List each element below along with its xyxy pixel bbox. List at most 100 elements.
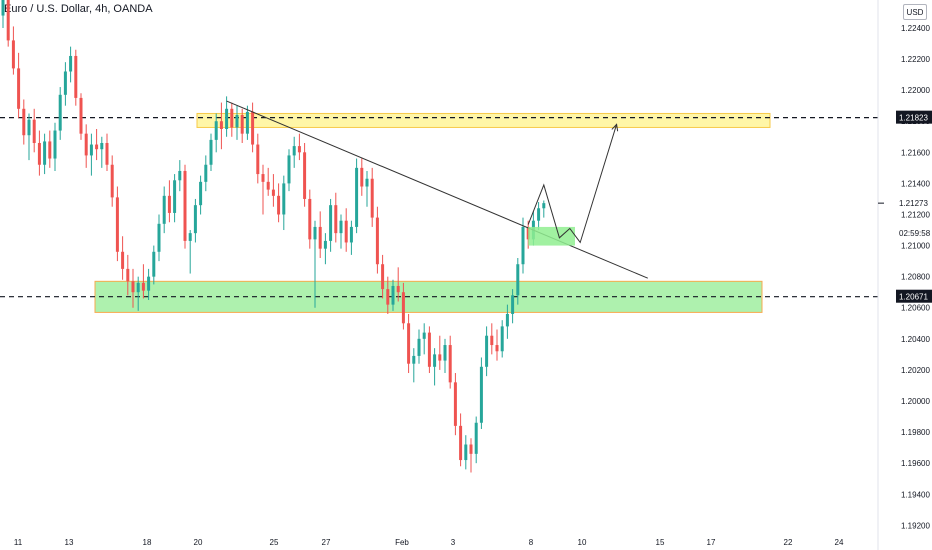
candle-body <box>27 119 31 136</box>
candle-body <box>443 345 447 361</box>
candle <box>173 174 177 223</box>
candle <box>230 102 234 137</box>
candle <box>448 335 452 389</box>
candle-body <box>58 94 62 131</box>
candle-body <box>69 55 73 72</box>
candle-body <box>355 167 359 227</box>
candle <box>22 99 26 145</box>
candle-body <box>464 444 468 461</box>
candle-body <box>303 152 307 199</box>
candle <box>162 186 166 234</box>
candle <box>188 230 192 274</box>
time-tick-label: 22 <box>784 538 793 547</box>
candle-body <box>479 366 483 423</box>
time-tick-label: 18 <box>143 538 152 547</box>
candle-body <box>43 141 47 165</box>
time-tick-label: 15 <box>656 538 665 547</box>
candle <box>245 105 249 140</box>
candle <box>193 198 197 243</box>
candle-body <box>427 332 431 367</box>
candle <box>412 348 416 383</box>
candle-body <box>147 276 151 291</box>
candle-body <box>490 335 494 346</box>
candle <box>1 0 5 28</box>
candle <box>433 348 437 386</box>
candle-body <box>141 282 145 291</box>
candle-body <box>32 119 36 143</box>
candle-body <box>53 130 57 159</box>
candle <box>318 211 322 259</box>
candle-body <box>433 354 437 367</box>
candle-body <box>251 111 255 145</box>
currency-button[interactable]: USD <box>903 4 927 20</box>
candle-body <box>79 97 83 134</box>
drawings-layer <box>226 100 648 279</box>
candle-body <box>89 144 93 156</box>
candle <box>121 236 125 280</box>
candle <box>100 136 104 168</box>
candle <box>63 62 67 106</box>
candle <box>79 93 83 140</box>
trendline <box>226 100 648 279</box>
candle <box>89 133 93 176</box>
candle-body <box>95 144 99 150</box>
candle-body <box>162 195 166 224</box>
candle-body <box>516 264 520 296</box>
candle <box>329 198 333 252</box>
candle <box>110 155 114 207</box>
candle <box>459 413 463 467</box>
candle <box>464 435 468 470</box>
candle <box>282 175 286 231</box>
candle-body <box>381 264 385 290</box>
candle-body <box>521 226 525 265</box>
candle-body <box>230 108 234 128</box>
time-axis[interactable]: 11 13 18 20 25 27 Feb 3 8 10 15 17 22 24 <box>14 538 844 547</box>
candle-body <box>417 338 421 356</box>
candle-body <box>313 226 317 240</box>
candle <box>339 214 343 249</box>
candle-body <box>256 144 260 175</box>
candle <box>490 323 494 355</box>
price-tick-label: 1.20600 <box>901 304 930 313</box>
candle <box>308 189 312 249</box>
candle <box>126 254 130 296</box>
candle-body <box>48 141 52 159</box>
candle-body <box>344 220 348 243</box>
candle-body <box>17 68 21 109</box>
candle <box>271 174 275 207</box>
candle <box>214 113 218 153</box>
candle-body <box>22 108 26 136</box>
candle-body <box>183 170 187 241</box>
price-tick-label: 1.21600 <box>901 148 930 157</box>
candle-body <box>334 205 338 234</box>
price-tick-label: 1.19800 <box>901 428 930 437</box>
candle-body <box>459 425 463 461</box>
candle <box>334 192 338 243</box>
candle-body <box>386 289 390 305</box>
time-tick-label: 13 <box>65 538 74 547</box>
candle <box>417 329 421 364</box>
candle <box>391 279 395 311</box>
time-tick-label: 3 <box>451 538 456 547</box>
candle-body <box>396 285 400 293</box>
candle-body <box>131 281 135 293</box>
price-tick-label: 1.21200 <box>901 210 930 219</box>
candle <box>131 268 135 308</box>
price-tick-label: 1.21400 <box>901 179 930 188</box>
candle-body <box>157 223 161 252</box>
candle <box>313 220 317 308</box>
candle <box>53 122 57 171</box>
projection-box <box>528 226 575 246</box>
price-axis[interactable]: 1.224001.222001.220001.218001.216001.214… <box>901 24 930 530</box>
candle <box>58 87 62 140</box>
price-tick-label: 1.20000 <box>901 397 930 406</box>
candle-body <box>115 197 119 252</box>
candle <box>69 46 73 83</box>
candle <box>147 268 151 300</box>
candle <box>287 149 291 192</box>
candle <box>453 373 457 436</box>
candle-body <box>74 55 78 98</box>
candle-body <box>511 295 515 314</box>
candle-body <box>407 323 411 364</box>
